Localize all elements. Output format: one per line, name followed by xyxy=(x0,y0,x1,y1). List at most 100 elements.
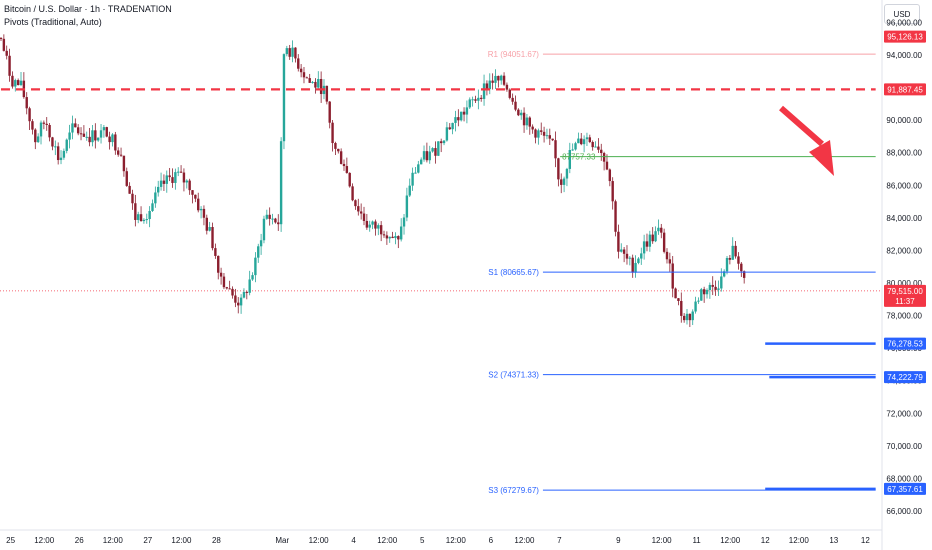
candle-body xyxy=(445,127,449,141)
candle-body xyxy=(439,141,443,144)
candle-body xyxy=(648,234,652,247)
candle-body xyxy=(397,236,400,240)
candle-body xyxy=(151,203,154,211)
candle-body xyxy=(171,177,174,183)
candle-body xyxy=(31,121,34,130)
candle-body xyxy=(274,218,277,223)
candle-body xyxy=(494,75,497,83)
candle-body xyxy=(11,75,14,87)
candle-body xyxy=(348,172,351,187)
x-tick-label: 12:00 xyxy=(789,536,810,545)
candle-body xyxy=(262,218,266,241)
x-tick-label: 4 xyxy=(351,536,356,545)
candle-body xyxy=(257,246,260,258)
candle-body xyxy=(25,97,28,109)
candle-body xyxy=(291,47,294,57)
x-tick-label: 12:00 xyxy=(720,536,741,545)
candle-body xyxy=(2,38,6,51)
current-price-tag xyxy=(884,284,926,307)
currency-button[interactable]: USD xyxy=(884,4,920,24)
candle-body xyxy=(28,108,31,122)
candle-body xyxy=(611,181,614,202)
candle-body xyxy=(219,272,223,277)
candle-body xyxy=(137,214,140,220)
y-tick-label: 94,000.00 xyxy=(886,51,922,60)
x-tick-label: 28 xyxy=(212,536,221,545)
candle-body xyxy=(737,256,740,264)
x-tick-label: 12 xyxy=(861,536,870,545)
candle-body xyxy=(331,122,334,144)
candle-body xyxy=(522,112,526,126)
candle-body xyxy=(128,185,131,194)
candle-body xyxy=(454,117,457,123)
candle-body xyxy=(242,291,246,298)
x-tick-label: 11 xyxy=(692,536,701,545)
price-tag-label: 76,278.53 xyxy=(887,340,923,349)
candle-body xyxy=(511,97,514,102)
candle-body xyxy=(139,214,143,222)
y-tick-label: 84,000.00 xyxy=(886,214,922,223)
candle-body xyxy=(299,68,303,73)
candle-body xyxy=(705,289,709,295)
candle-body xyxy=(642,241,646,254)
candle-body xyxy=(448,127,451,130)
candle-body xyxy=(51,137,54,147)
indicator-label[interactable]: Pivots (Traditional, Auto) xyxy=(4,17,102,27)
arrow-shaft[interactable] xyxy=(779,105,824,147)
candle-body xyxy=(237,302,240,306)
candle-body xyxy=(102,127,106,131)
candle-body xyxy=(614,201,617,232)
candle-body xyxy=(582,139,586,145)
candle-body xyxy=(557,158,560,180)
y-tick-label: 96,000.00 xyxy=(886,18,922,27)
candle-body xyxy=(471,99,474,101)
candle-body xyxy=(734,245,737,257)
price-tag xyxy=(884,30,926,43)
candle-body xyxy=(45,123,48,125)
candle-body xyxy=(5,50,8,56)
candle-body xyxy=(79,133,83,135)
candle-body xyxy=(76,127,80,134)
candle-body xyxy=(162,180,166,184)
x-tick-label: 12:00 xyxy=(652,536,673,545)
candle-body xyxy=(388,236,391,239)
candle-body xyxy=(517,109,520,116)
candle-body xyxy=(657,227,660,232)
price-tag xyxy=(884,337,926,350)
arrow-head-icon[interactable] xyxy=(809,140,834,176)
y-tick-label: 68,000.00 xyxy=(886,474,922,483)
candle-body xyxy=(16,80,20,86)
candle-body xyxy=(468,99,471,108)
candle-body xyxy=(385,235,389,239)
candle-body xyxy=(620,249,623,252)
candle-body xyxy=(574,143,577,150)
candle-body xyxy=(728,257,732,260)
candle-body xyxy=(399,226,403,240)
candle-body xyxy=(74,123,77,128)
candle-body xyxy=(594,146,597,148)
candle-body xyxy=(85,136,88,138)
candle-body xyxy=(205,217,208,231)
candle-body xyxy=(577,138,580,144)
candle-body xyxy=(434,148,437,156)
candle-body xyxy=(311,81,314,83)
candle-body xyxy=(731,245,734,260)
candle-body xyxy=(551,138,554,141)
candle-body xyxy=(217,255,220,273)
candle-body xyxy=(62,150,66,158)
candle-body xyxy=(34,129,37,143)
candle-body xyxy=(277,222,280,225)
candle-body xyxy=(94,130,97,141)
candle-body xyxy=(99,130,103,138)
candle-body xyxy=(165,175,168,184)
candle-body xyxy=(365,220,369,228)
candle-body xyxy=(197,198,200,211)
candle-body xyxy=(625,253,629,259)
x-tick-label: 5 xyxy=(420,536,425,545)
candle-body xyxy=(571,149,574,151)
candle-body xyxy=(545,135,549,137)
x-tick-label: 12:00 xyxy=(171,536,192,545)
candle-body xyxy=(417,164,420,173)
candle-body xyxy=(740,263,743,272)
